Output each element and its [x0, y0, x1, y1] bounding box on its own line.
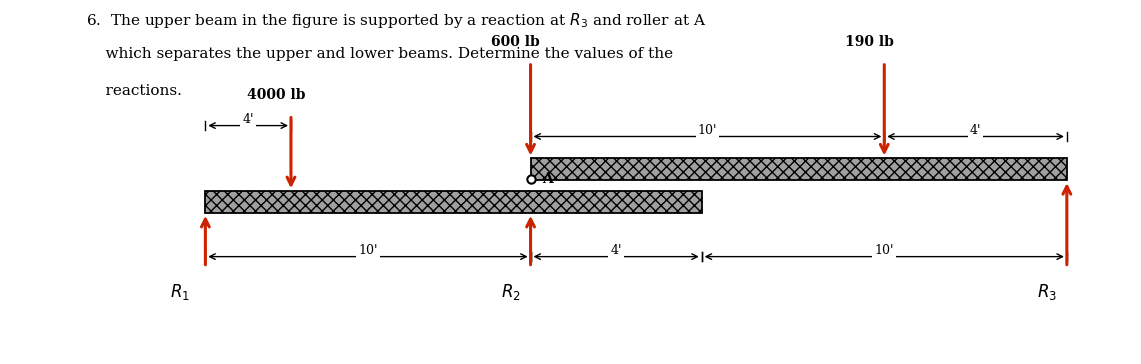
Text: 10': 10' — [874, 244, 895, 257]
Text: 10': 10' — [697, 124, 718, 137]
Text: 4': 4' — [610, 244, 622, 257]
Text: $R_2$: $R_2$ — [501, 282, 521, 302]
Text: 600 lb: 600 lb — [492, 35, 540, 49]
Text: $R_1$: $R_1$ — [170, 282, 191, 302]
Text: 6.  The upper beam in the figure is supported by a reaction at $R_3$ and roller : 6. The upper beam in the figure is suppo… — [86, 11, 706, 30]
Text: which separates the upper and lower beams. Determine the values of the: which separates the upper and lower beam… — [86, 47, 673, 61]
Text: 10': 10' — [358, 244, 378, 257]
Text: 4000 lb: 4000 lb — [246, 88, 306, 102]
Text: 190 lb: 190 lb — [845, 35, 893, 49]
Text: reactions.: reactions. — [86, 84, 181, 98]
Text: $R_3$: $R_3$ — [1037, 282, 1058, 302]
Text: 4': 4' — [242, 113, 254, 126]
Bar — [531, 158, 1067, 180]
Text: A: A — [542, 172, 552, 186]
Bar — [205, 191, 702, 213]
Text: 4': 4' — [970, 124, 981, 137]
